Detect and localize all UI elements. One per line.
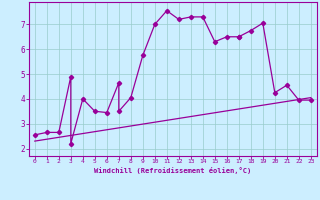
X-axis label: Windchill (Refroidissement éolien,°C): Windchill (Refroidissement éolien,°C) [94, 167, 252, 174]
